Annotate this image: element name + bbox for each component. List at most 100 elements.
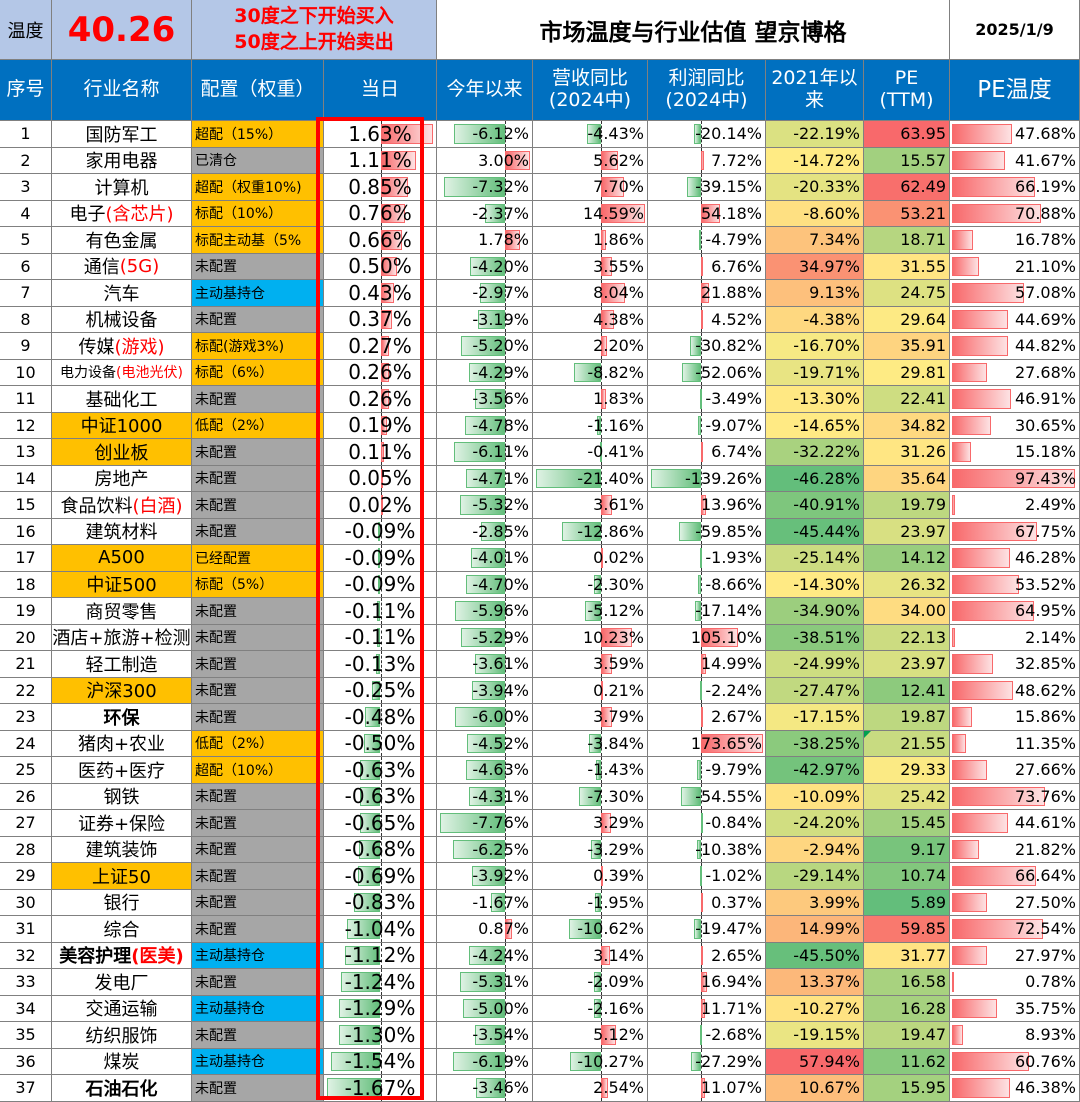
- rev-cell: -10.62%: [533, 916, 648, 943]
- industry-name-cell: 建筑装饰: [52, 836, 192, 863]
- rev-value: -5.12%: [587, 601, 644, 621]
- ytd-value: -6.19%: [472, 1051, 529, 1071]
- day-bar: [358, 866, 381, 886]
- profit-bar: [700, 972, 707, 992]
- allocation: 未配置: [195, 815, 237, 832]
- pe-value: 23.97: [900, 654, 946, 674]
- pe-cell: 25.42: [864, 783, 950, 810]
- since-2021-value: -2.94%: [803, 839, 860, 859]
- day-bar: [331, 1051, 381, 1071]
- profit-cell: 105.10%: [648, 624, 766, 651]
- pe-temperature-cell: 44.69%: [950, 306, 1080, 333]
- industry-name: 证券+保险: [52, 810, 191, 836]
- since-2021-value: -40.91%: [793, 495, 860, 515]
- industry-name-main: 交通运输: [85, 999, 158, 1021]
- day-cell: -0.25%: [324, 677, 437, 704]
- pe-temperature-value: 27.66%: [1014, 760, 1076, 780]
- allocation-cell: 主动基持仓: [192, 995, 324, 1022]
- allocation: 主动基持仓: [195, 948, 265, 965]
- bar-axis: [700, 359, 702, 385]
- bar-axis: [600, 730, 602, 756]
- bar-axis: [504, 492, 506, 518]
- ytd-value: -2.97%: [472, 283, 529, 303]
- pe-temperature-cell: 27.68%: [950, 359, 1080, 386]
- industry-name-main: 电子: [69, 204, 106, 226]
- bar-axis: [504, 571, 506, 597]
- allocation: 未配置: [195, 842, 237, 859]
- profit-bar: [686, 177, 701, 197]
- pe-temperature-bar: [952, 548, 1011, 568]
- pe-temperature-value: 16.78%: [1014, 230, 1076, 250]
- day-bar: [380, 230, 402, 250]
- industry-name-cell: 煤炭: [52, 1048, 192, 1075]
- ytd-value: -7.32%: [472, 177, 529, 197]
- allocation-cell: 已经配置: [192, 545, 324, 572]
- profit-value: -2.24%: [705, 680, 762, 700]
- rev-bar: [600, 230, 607, 250]
- row-index: 12: [15, 415, 36, 435]
- rev-bar: [600, 627, 632, 647]
- rev-value: 14.59%: [582, 203, 644, 223]
- row-index: 11: [15, 389, 36, 409]
- ytd-bar: [475, 389, 505, 409]
- row-index-cell: 12: [0, 412, 52, 439]
- pe-temperature-cell: 64.95%: [950, 598, 1080, 625]
- bar-axis: [380, 598, 382, 624]
- since-2021-value: -24.20%: [793, 813, 860, 833]
- profit-bar: [694, 601, 701, 621]
- ytd-cell: -4.70%: [437, 571, 533, 598]
- profit-value: -59.85%: [695, 521, 762, 541]
- industry-name-main: 创业板: [94, 442, 149, 464]
- ytd-value: -4.31%: [472, 786, 529, 806]
- rev-value: -2.30%: [587, 574, 644, 594]
- ytd-value: -1.67%: [472, 892, 529, 912]
- header-idx-text: 序号: [6, 78, 45, 101]
- bar-axis: [380, 757, 382, 783]
- allocation-cell: 未配置: [192, 810, 324, 837]
- industry-name-main: 发电厂: [94, 972, 149, 994]
- row-index: 13: [15, 442, 36, 462]
- pe-temperature-value: 2.49%: [1025, 495, 1076, 515]
- industry-name-cell: 酒店+旅游+检测: [52, 624, 192, 651]
- industry-name-cell: 创业板: [52, 439, 192, 466]
- header-rev-text: 营收同比 (2024中): [533, 60, 647, 120]
- rev-cell: -12.86%: [533, 518, 648, 545]
- rev-value: 1.83%: [593, 389, 644, 409]
- pe-temperature-bar: [952, 707, 972, 727]
- pe-temperature-bar: [952, 203, 1042, 223]
- row-index: 8: [20, 309, 31, 329]
- allocation: 未配置: [195, 974, 237, 991]
- profit-cell: -3.49%: [648, 386, 766, 413]
- allocation-cell: 标配（10%）: [192, 200, 324, 227]
- day-value: -0.11%: [344, 598, 416, 623]
- profit-cell: 7.72%: [648, 147, 766, 174]
- rev-cell: 4.38%: [533, 306, 648, 333]
- day-bar: [380, 256, 397, 276]
- profit-cell: -19.47%: [648, 916, 766, 943]
- allocation: 未配置: [195, 391, 237, 408]
- pe-cell: 26.32: [864, 571, 950, 598]
- ytd-cell: -5.32%: [437, 492, 533, 519]
- allocation: 未配置: [195, 444, 237, 461]
- ytd-bar: [475, 1025, 505, 1045]
- bar-axis: [380, 730, 382, 756]
- ytd-cell: -6.11%: [437, 439, 533, 466]
- day-cell: -0.65%: [324, 810, 437, 837]
- allocation-cell: 未配置: [192, 969, 324, 996]
- allocation-cell: 未配置: [192, 492, 324, 519]
- bar-axis: [504, 200, 506, 226]
- profit-bar: [697, 760, 701, 780]
- allocation: 未配置: [195, 789, 237, 806]
- industry-name-main: 纺织服饰: [85, 1025, 158, 1047]
- header-line: 2021年以: [771, 67, 858, 90]
- pe-cell: 29.33: [864, 757, 950, 784]
- ytd-bar: [465, 574, 505, 594]
- rev-bar: [578, 786, 601, 806]
- profit-cell: -8.66%: [648, 571, 766, 598]
- rev-bar: [600, 150, 618, 170]
- industry-name-cell: 发电厂: [52, 969, 192, 996]
- rev-value: 3.61%: [593, 495, 644, 515]
- row-index: 5: [20, 230, 31, 250]
- pe-temperature-value: 57.08%: [1014, 283, 1076, 303]
- day-value: -0.69%: [344, 863, 416, 888]
